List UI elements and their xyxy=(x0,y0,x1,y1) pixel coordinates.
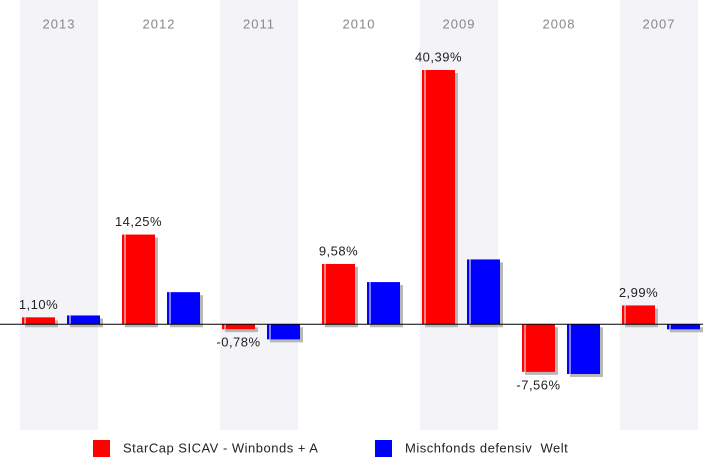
value-label: -7,56% xyxy=(516,377,560,392)
bar-highlight xyxy=(469,259,471,325)
year-label: 2012 xyxy=(143,16,176,31)
year-label: 2011 xyxy=(243,16,275,31)
value-label: 9,58% xyxy=(319,243,358,258)
bar-highlight xyxy=(124,234,126,325)
legend-swatch xyxy=(375,440,392,457)
bar-highlight xyxy=(624,305,626,325)
value-label: 2,99% xyxy=(619,285,658,300)
bar xyxy=(222,324,255,330)
bar-shadow xyxy=(225,327,258,333)
year-label: 2009 xyxy=(443,16,476,31)
bar xyxy=(422,70,455,325)
legend-label: StarCap SICAV - Winbonds + A xyxy=(123,440,318,455)
bar xyxy=(167,292,200,325)
bar-shadow xyxy=(670,327,703,333)
value-label: 40,39% xyxy=(415,49,462,64)
bar xyxy=(322,263,355,325)
column-band xyxy=(20,0,98,430)
bar-highlight xyxy=(424,70,426,325)
bar-highlight xyxy=(669,324,671,330)
bar-highlight xyxy=(224,324,226,330)
value-label: -0,78% xyxy=(216,335,260,350)
value-label: 1,10% xyxy=(19,297,58,312)
year-label: 2007 xyxy=(643,16,676,31)
bar xyxy=(367,282,400,325)
value-label: 14,25% xyxy=(115,214,162,229)
bar-highlight xyxy=(369,282,371,325)
bar-highlight xyxy=(24,317,26,325)
bar xyxy=(567,324,600,374)
bar xyxy=(267,324,300,340)
column-band xyxy=(220,0,298,430)
bar-highlight xyxy=(569,324,571,374)
year-label: 2013 xyxy=(43,16,76,31)
bar xyxy=(67,315,100,325)
bar-highlight xyxy=(169,292,171,325)
bar xyxy=(622,305,655,325)
bar xyxy=(667,324,700,330)
column-band xyxy=(620,0,698,430)
legend-swatch xyxy=(93,440,110,457)
bar-highlight xyxy=(269,324,271,340)
bar xyxy=(122,234,155,325)
bar xyxy=(467,259,500,325)
bar-highlight xyxy=(324,263,326,325)
year-label: 2008 xyxy=(543,16,576,31)
legend-label: Mischfonds defensiv Welt xyxy=(405,440,568,455)
bar xyxy=(522,324,555,372)
bar-highlight xyxy=(524,324,526,372)
bar-highlight xyxy=(69,315,71,325)
bar xyxy=(22,317,55,325)
year-label: 2010 xyxy=(343,16,376,31)
